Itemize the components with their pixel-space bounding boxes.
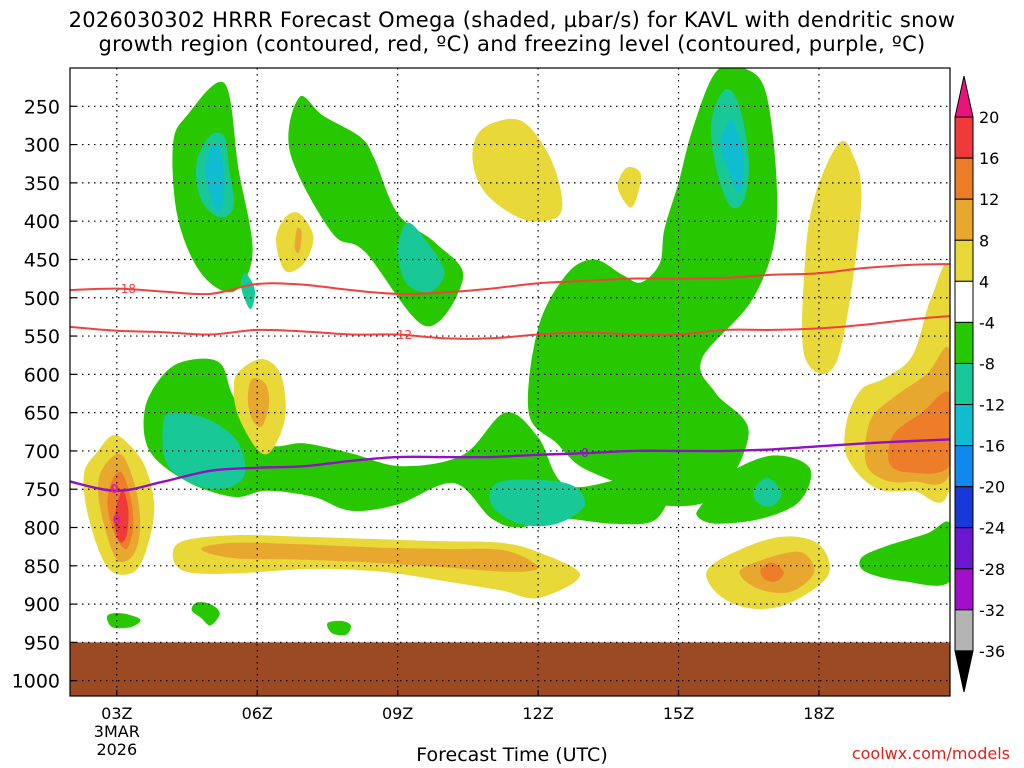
y-tick-label-850: 850 — [24, 556, 60, 578]
y-tick-label-500: 500 — [24, 288, 60, 310]
omega-region-34 — [106, 613, 141, 629]
colorbar-label--12: -12 — [979, 396, 1005, 415]
colorbar-label--8: -8 — [979, 354, 995, 373]
freezing-pocket-label-0: 0 — [110, 482, 118, 496]
dgz-contour--18 — [70, 263, 950, 296]
x-tick-label-06Z: 06Z — [242, 704, 273, 723]
colorbar-bin-4 — [954, 239, 974, 282]
ground-below-surface — [70, 642, 950, 696]
x-tick-year: 2026 — [96, 740, 137, 759]
x-axis-label: Forecast Time (UTC) — [416, 744, 608, 766]
omega-region-7 — [294, 227, 302, 253]
y-tick-label-250: 250 — [24, 96, 60, 118]
x-tick-label-18Z: 18Z — [803, 704, 834, 723]
omega-region-35 — [191, 602, 220, 626]
chart-title-line2: growth region (contoured, red, ºC) and f… — [98, 32, 926, 56]
grid — [70, 68, 950, 696]
contour-lines: -18 -12 0 0 0 — [70, 263, 950, 527]
colorbar-bin-6 — [954, 321, 974, 364]
colorbar-bin-9 — [954, 445, 974, 488]
colorbar-label--4: -4 — [979, 313, 995, 332]
omega-region-3 — [240, 273, 256, 310]
plot-frame — [69, 67, 951, 697]
omega-region-2 — [205, 142, 225, 213]
y-tick-label-350: 350 — [24, 173, 60, 195]
y-tick-label-400: 400 — [24, 211, 60, 233]
colorbar-label--16: -16 — [979, 437, 1005, 456]
colorbar-label--36: -36 — [979, 642, 1005, 661]
dgz-contour--12-label: -12 — [393, 328, 413, 342]
dgz-contour--18-label: -18 — [116, 282, 136, 296]
y-tick-label-700: 700 — [24, 441, 60, 463]
colorbar: 20 16 12 8 4 -4 -8 -12 -16 -20 -24 -28 -32 -36 — [954, 75, 1005, 693]
colorbar-bin-10 — [954, 486, 974, 529]
omega-region-36 — [327, 620, 352, 636]
y-tick-label-800: 800 — [24, 518, 60, 540]
freezing-level-contour — [70, 438, 950, 493]
colorbar-label--28: -28 — [979, 560, 1005, 579]
omega-region-33 — [859, 521, 950, 586]
colorbar-label-8: 8 — [979, 231, 989, 250]
x-tick-label-12Z: 12Z — [522, 704, 553, 723]
colorbar-bin-1 — [954, 116, 974, 159]
colorbar-bin-8 — [954, 404, 974, 447]
x-tick-date: 3MAR — [94, 722, 140, 741]
omega-region-8 — [472, 118, 563, 222]
omega-region-6 — [276, 212, 314, 273]
omega-region-27 — [760, 562, 784, 582]
y-tick-label-550: 550 — [24, 326, 60, 348]
y-tick-label-750: 750 — [24, 479, 60, 501]
colorbar-bin-11 — [954, 527, 974, 570]
colorbar-label-12: 12 — [979, 190, 999, 209]
omega-region-28 — [696, 455, 812, 524]
colorbar-bin-12 — [954, 568, 974, 611]
omega-region-16 — [489, 479, 586, 527]
chart-title-line1: 2026030302 HRRR Forecast Omega (shaded, … — [68, 8, 956, 32]
y-tick-label-450: 450 — [24, 249, 60, 271]
omega-region-22 — [114, 489, 129, 543]
colorbar-label--32: -32 — [979, 601, 1005, 620]
y-tick-label-650: 650 — [24, 403, 60, 425]
x-tick-label-03Z: 03Z — [101, 704, 132, 723]
credit-link[interactable]: coolwx.com/models — [851, 744, 1010, 763]
x-tick-label-09Z: 09Z — [382, 704, 413, 723]
omega-shading — [83, 68, 950, 636]
omega-region-9 — [617, 166, 642, 208]
y-tick-label-950: 950 — [24, 632, 60, 654]
y-tick-label-300: 300 — [24, 135, 60, 157]
omega-region-10 — [527, 68, 778, 507]
colorbar-label-4: 4 — [979, 272, 989, 291]
omega-region-24 — [201, 542, 539, 572]
freezing-level-label: 0 — [581, 446, 589, 460]
omega-region-29 — [752, 477, 782, 507]
colorbar-bin-13 — [954, 609, 974, 652]
freezing-pocket-label-1: 0 — [113, 513, 121, 527]
colorbar-label-20: 20 — [979, 108, 999, 127]
dgz-contour--12 — [70, 315, 950, 340]
y-tick-label-600: 600 — [24, 364, 60, 386]
colorbar-max-arrow — [954, 75, 974, 118]
x-tick-label-15Z: 15Z — [663, 704, 694, 723]
omega-region-5 — [397, 222, 445, 293]
colorbar-label--24: -24 — [979, 519, 1005, 538]
pressure-axis: 250 300 350 400 450 500 550 600 650 700 750 800 850 9… — [12, 96, 76, 693]
colorbar-bin-3 — [954, 198, 974, 241]
y-tick-label-900: 900 — [24, 594, 60, 616]
colorbar-label-16: 16 — [979, 149, 999, 168]
colorbar-bin-7 — [954, 362, 974, 406]
colorbar-bin-5 — [954, 280, 974, 323]
colorbar-label--20: -20 — [979, 478, 1005, 497]
colorbar-min-arrow — [954, 650, 974, 693]
omega-region-12 — [720, 118, 745, 193]
omega-region-18 — [247, 377, 270, 428]
omega-region-13 — [802, 140, 862, 375]
y-tick-label-1000: 1000 — [12, 671, 60, 693]
colorbar-bin-2 — [954, 157, 974, 200]
